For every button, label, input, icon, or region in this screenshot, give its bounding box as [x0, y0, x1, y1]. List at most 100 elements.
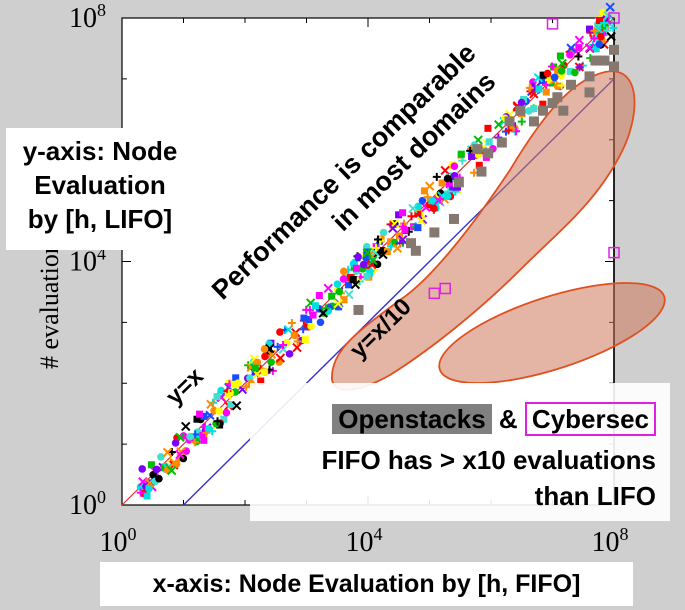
data-point	[493, 119, 504, 130]
data-point	[230, 380, 238, 388]
data-point	[590, 34, 599, 43]
data-point	[423, 193, 432, 202]
data-point	[171, 439, 180, 447]
data-point	[318, 308, 328, 318]
data-point	[231, 401, 242, 411]
openstacks-point	[590, 55, 601, 66]
data-point	[553, 82, 562, 91]
data-point	[595, 40, 603, 48]
data-point	[290, 331, 299, 340]
data-point	[539, 100, 547, 108]
data-point	[217, 386, 225, 395]
data-point	[149, 470, 157, 479]
data-point	[352, 264, 360, 272]
data-point	[340, 296, 348, 304]
data-point	[566, 43, 576, 53]
data-point	[458, 156, 467, 165]
data-point	[311, 302, 319, 310]
data-point	[328, 292, 336, 300]
data-point	[368, 255, 378, 266]
data-point	[299, 325, 308, 334]
openstacks-point	[483, 148, 494, 159]
data-point	[548, 62, 557, 71]
data-point	[335, 287, 344, 296]
data-point	[283, 324, 294, 335]
data-point	[300, 314, 308, 322]
data-point	[600, 19, 609, 28]
data-point	[143, 492, 151, 500]
data-point	[213, 393, 221, 401]
data-point	[345, 281, 353, 289]
openstacks-point	[566, 79, 577, 90]
data-point	[293, 337, 302, 346]
cybersec-point	[439, 282, 451, 295]
cybersec-point	[608, 246, 620, 259]
data-point	[575, 63, 584, 72]
data-point	[176, 447, 186, 457]
data-point	[279, 341, 288, 350]
data-point	[556, 52, 564, 60]
data-point	[273, 342, 282, 351]
data-point	[418, 196, 427, 205]
data-point	[596, 16, 604, 24]
data-point	[445, 181, 453, 189]
data-point	[349, 275, 357, 283]
data-point	[181, 421, 191, 432]
data-point	[416, 216, 427, 226]
data-point	[315, 292, 323, 300]
data-point	[213, 417, 222, 426]
data-point	[371, 243, 380, 252]
data-point	[468, 152, 476, 160]
data-point	[370, 247, 380, 257]
data-point	[574, 35, 585, 45]
data-point	[162, 447, 173, 458]
data-point	[227, 401, 235, 409]
data-point	[257, 377, 265, 385]
data-point	[193, 415, 201, 423]
data-point	[592, 45, 600, 53]
data-point	[251, 364, 259, 372]
y-caption-line-2: Evaluation	[34, 170, 166, 200]
data-point	[363, 272, 371, 280]
data-point	[362, 248, 373, 258]
openstacks-points	[353, 44, 619, 315]
data-point	[200, 412, 208, 420]
data-point	[260, 345, 269, 354]
openstacks-point	[552, 92, 563, 103]
openstacks-point	[528, 116, 539, 127]
openstacks-point	[515, 105, 526, 116]
data-point	[605, 2, 615, 12]
data-point	[387, 242, 396, 251]
openstacks-point	[558, 105, 569, 116]
data-point	[435, 195, 444, 204]
data-point	[535, 85, 543, 93]
data-point	[196, 410, 204, 418]
data-point	[517, 117, 526, 126]
data-point	[234, 379, 242, 387]
data-point	[517, 98, 526, 107]
x-tick-label: 104	[346, 524, 383, 558]
data-point	[566, 51, 574, 59]
data-point	[261, 352, 269, 361]
data-point	[525, 83, 534, 92]
openstacks-point	[429, 227, 440, 238]
cybersec-region	[438, 282, 666, 384]
y-caption-line-1: y-axis: Node	[22, 136, 178, 166]
data-point	[166, 465, 177, 476]
data-point	[420, 187, 428, 195]
data-point	[539, 71, 547, 79]
data-point	[485, 138, 493, 146]
x-tick-label: 108	[592, 524, 629, 558]
data-point	[220, 415, 228, 423]
data-point	[438, 179, 446, 187]
data-point	[599, 8, 607, 17]
data-point	[443, 174, 452, 183]
data-point	[323, 283, 333, 294]
openstacks-point	[472, 144, 483, 155]
y-tick-label: 100	[69, 487, 106, 521]
openstacks-point	[476, 166, 487, 177]
data-point	[373, 235, 382, 244]
data-point	[401, 226, 409, 234]
